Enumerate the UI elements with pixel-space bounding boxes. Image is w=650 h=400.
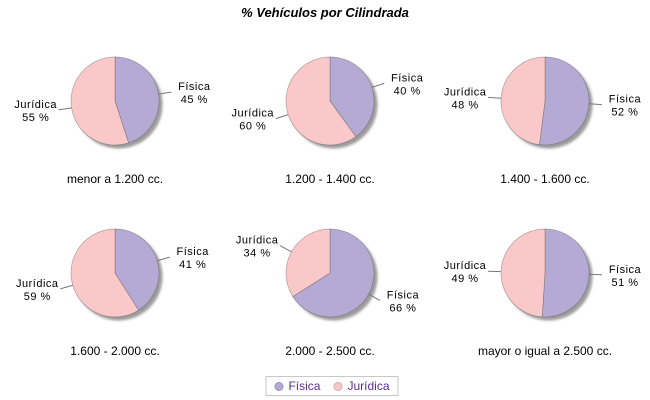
pie-slice-juridica [285,56,357,146]
slice-label-name: Jurídica [444,260,487,272]
legend-item-fisica: Física [274,379,320,393]
chart-title: % Vehículos por Cilindrada [241,5,409,20]
slice-label-name: Física [391,72,424,84]
pie-category-label: 1.400 - 1.600 cc. [500,172,590,186]
pie-category-label: 1.200 - 1.400 cc. [285,172,375,186]
pie-slice-fisica [114,56,160,144]
legend-item-juridica: Jurídica [333,379,390,393]
label-leader-line [60,284,73,290]
pie-slice-juridica [70,228,140,318]
legend-dot-fisica-icon [274,381,284,391]
label-leader-line [588,103,602,106]
slice-label-percent: 45 % [181,94,208,106]
slice-label-name: Física [178,81,211,93]
slice-label-name: Jurídica [444,86,487,98]
legend-label: Jurídica [347,379,390,393]
label-leader-line [157,256,170,262]
legend-dot-juridica-icon [333,381,343,391]
pie-chart-cell: Física 45 % Jurídica 55 % menor a 1.200 cc. [7,30,223,186]
slice-label-name: Jurídica [232,108,275,120]
pie-chart-cell: Física 51 % Jurídica 49 % mayor o igual a 2.… [437,202,650,358]
slice-label-percent: 40 % [394,85,421,97]
slice-label-percent: 48 % [452,99,479,111]
pie-slice-juridica [285,228,331,298]
slice-label-percent: 59 % [24,291,51,303]
slice-label-percent: 49 % [451,273,478,285]
slice-label-percent: 60 % [239,121,266,133]
pie-category-label: 1.600 - 2.000 cc. [70,344,160,358]
label-leader-line [158,91,172,95]
slice-label-name: Jurídica [14,99,57,111]
slice-label-name: Física [609,94,642,106]
slice-label-name: Física [609,264,642,276]
pie-slice-fisica [114,228,160,311]
slice-label-name: Física [387,290,420,302]
pie-slice-juridica [70,56,130,146]
label-leader-line [368,293,381,301]
pie-slice-fisica [539,56,590,146]
pie-category-label: 2.000 - 2.500 cc. [285,344,375,358]
slice-label-percent: 52 % [611,107,638,119]
legend-label: Física [288,379,321,393]
slice-label-percent: 55 % [22,112,49,124]
legend: Física Jurídica [265,376,399,396]
slice-label-percent: 41 % [179,259,206,271]
label-leader-line [58,107,72,111]
pie-chart-cell: Física 40 % Jurídica 60 % 1.200 - 1.400 cc. [222,30,438,186]
pie-slice-juridica [500,56,546,146]
pie-chart-cell: Física 41 % Jurídica 59 % 1.600 - 2.000 cc. [7,202,223,358]
slice-label-name: Jurídica [236,235,279,247]
slice-label-name: Jurídica [16,278,59,290]
slice-label-name: Física [177,246,210,258]
slice-label-percent: 66 % [389,303,416,315]
pie-slice-fisica [292,228,375,318]
label-leader-line [275,114,289,120]
pie-category-label: menor a 1.200 cc. [66,172,164,186]
slice-label-percent: 34 % [244,248,271,260]
slice-label-percent: 51 % [611,277,638,289]
label-leader-line [279,245,292,253]
pie-slice-fisica [329,56,375,138]
label-leader-line [371,82,385,88]
pie-category-label: mayor o igual a 2.500 cc. [477,344,613,358]
pie-chart-cell: Física 66 % Jurídica 34 % 2.000 - 2.500 cc. [222,202,438,358]
pie-chart-cell: Física 52 % Jurídica 48 % 1.400 - 1.600 cc. [437,30,650,186]
label-leader-line [488,96,502,99]
pie-slice-juridica [500,228,546,318]
